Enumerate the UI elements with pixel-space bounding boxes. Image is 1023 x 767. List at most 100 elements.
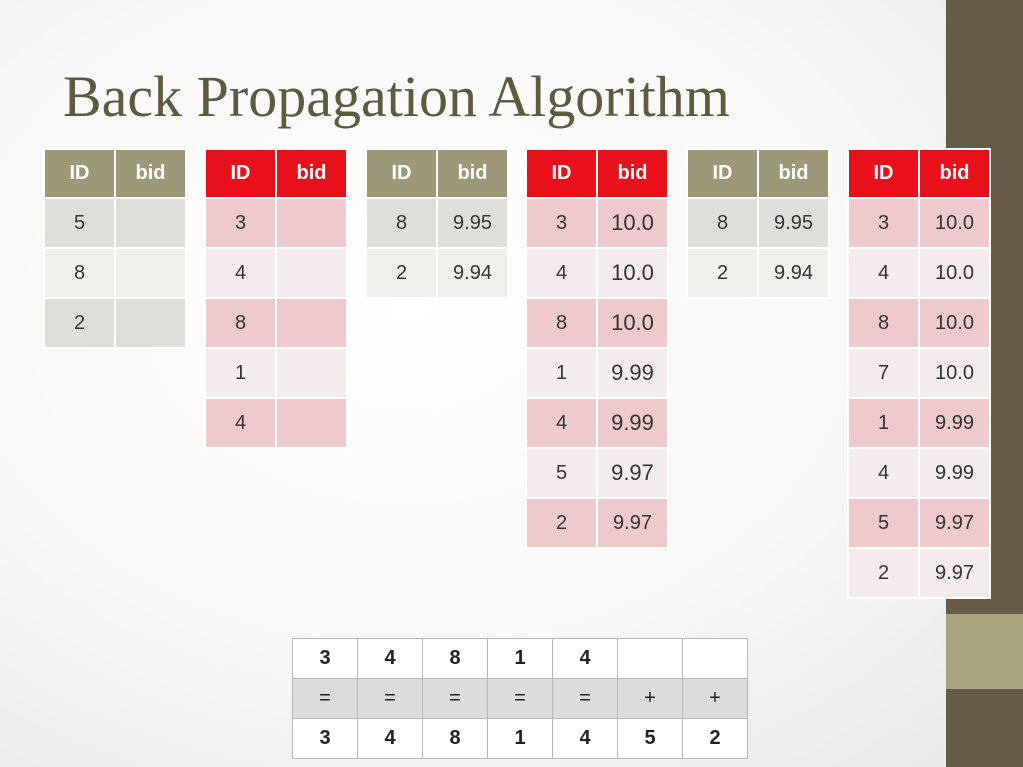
table-row: 8 10.0 — [525, 297, 669, 349]
table-header-row: ID bid — [204, 148, 348, 199]
table-row: 4 10.0 — [847, 247, 991, 299]
table-row: 8 — [204, 297, 348, 349]
cell-bid: 9.95 — [757, 197, 830, 249]
cell-bid: 9.99 — [918, 447, 991, 499]
cell-bid: 9.97 — [918, 497, 991, 549]
cell: 1 — [487, 718, 553, 759]
table-row: 8 — [43, 247, 187, 299]
cell: + — [617, 678, 683, 719]
cell — [682, 638, 748, 679]
cell-id: 4 — [204, 247, 277, 299]
cell-bid — [275, 397, 348, 449]
cell: = — [552, 678, 618, 719]
cell-bid — [275, 297, 348, 349]
cell-bid: 10.0 — [596, 197, 669, 249]
cell: 4 — [357, 718, 423, 759]
cell: = — [487, 678, 553, 719]
table-row: 8 9.95 — [365, 197, 509, 249]
table-1: ID bid 5 8 2 — [43, 148, 187, 349]
table-row: 1 9.99 — [847, 397, 991, 449]
cell-bid: 9.95 — [436, 197, 509, 249]
table-header-row: ID bid — [43, 148, 187, 199]
table-row: 4 — [204, 397, 348, 449]
header-bid: bid — [275, 148, 348, 199]
cell-id: 1 — [847, 397, 920, 449]
cell: 3 — [292, 718, 358, 759]
cell-bid: 10.0 — [918, 347, 991, 399]
cell: + — [682, 678, 748, 719]
cell-id: 4 — [847, 447, 920, 499]
cell-id: 3 — [847, 197, 920, 249]
table-row: 8 10.0 — [847, 297, 991, 349]
table-3: ID bid 8 9.95 2 9.94 — [365, 148, 509, 299]
cell: 4 — [552, 718, 618, 759]
cell-bid — [275, 197, 348, 249]
cell-id: 8 — [204, 297, 277, 349]
table-row: 2 9.94 — [365, 247, 509, 299]
cell-id: 7 — [847, 347, 920, 399]
table-header-row: ID bid — [847, 148, 991, 199]
cell: = — [357, 678, 423, 719]
cell-id: 8 — [365, 197, 438, 249]
cell-bid: 9.94 — [757, 247, 830, 299]
header-bid: bid — [918, 148, 991, 199]
cell-id: 8 — [43, 247, 116, 299]
cell-bid — [275, 247, 348, 299]
cell-id: 3 — [525, 197, 598, 249]
table-row: 5 9.97 — [847, 497, 991, 549]
table-row: 3 10.0 — [847, 197, 991, 249]
table-row: 8 9.95 — [686, 197, 830, 249]
header-id: ID — [365, 148, 438, 199]
table-6: ID bid 3 10.0 4 10.0 8 10.0 7 10.0 1 9.9… — [847, 148, 991, 599]
cell-bid: 10.0 — [596, 297, 669, 349]
cell-id: 5 — [525, 447, 598, 499]
table-row: 3 4 8 1 4 5 2 — [292, 718, 748, 759]
cell: = — [422, 678, 488, 719]
cell-id: 4 — [847, 247, 920, 299]
cell-id: 5 — [847, 497, 920, 549]
cell: 3 — [292, 638, 358, 679]
cell: 8 — [422, 718, 488, 759]
table-4: ID bid 3 10.0 4 10.0 8 10.0 1 9.99 4 9.9… — [525, 148, 669, 549]
table-row: 2 9.94 — [686, 247, 830, 299]
table-header-row: ID bid — [365, 148, 509, 199]
slide-title: Back Propagation Algorithm — [63, 64, 730, 129]
table-row: = = = = = + + — [292, 678, 748, 719]
table-row: 5 — [43, 197, 187, 249]
cell-id: 4 — [525, 247, 598, 299]
header-bid: bid — [757, 148, 830, 199]
side-bar-accent — [946, 614, 1023, 689]
cell: 1 — [487, 638, 553, 679]
cell-bid: 9.97 — [596, 447, 669, 499]
table-row: 2 9.97 — [847, 547, 991, 599]
cell-id: 1 — [204, 347, 277, 399]
table-row: 2 9.97 — [525, 497, 669, 549]
table-row: 4 — [204, 247, 348, 299]
cell-id: 2 — [686, 247, 759, 299]
cell-bid: 10.0 — [918, 247, 991, 299]
table-row: 3 10.0 — [525, 197, 669, 249]
header-id: ID — [525, 148, 598, 199]
header-id: ID — [204, 148, 277, 199]
table-row: 5 9.97 — [525, 447, 669, 499]
header-id: ID — [686, 148, 759, 199]
cell-id: 3 — [204, 197, 277, 249]
cell-bid — [114, 197, 187, 249]
table-row: 1 9.99 — [525, 347, 669, 399]
table-row: 4 9.99 — [847, 447, 991, 499]
cell: = — [292, 678, 358, 719]
cell: 4 — [357, 638, 423, 679]
cell: 5 — [617, 718, 683, 759]
cell-id: 2 — [847, 547, 920, 599]
cell-bid: 10.0 — [596, 247, 669, 299]
cell-bid: 10.0 — [918, 297, 991, 349]
cell-bid: 9.97 — [918, 547, 991, 599]
table-row: 1 — [204, 347, 348, 399]
cell-id: 4 — [204, 397, 277, 449]
header-bid: bid — [436, 148, 509, 199]
table-row: 7 10.0 — [847, 347, 991, 399]
header-id: ID — [43, 148, 116, 199]
cell-bid — [275, 347, 348, 399]
table-row: 4 10.0 — [525, 247, 669, 299]
cell-id: 5 — [43, 197, 116, 249]
